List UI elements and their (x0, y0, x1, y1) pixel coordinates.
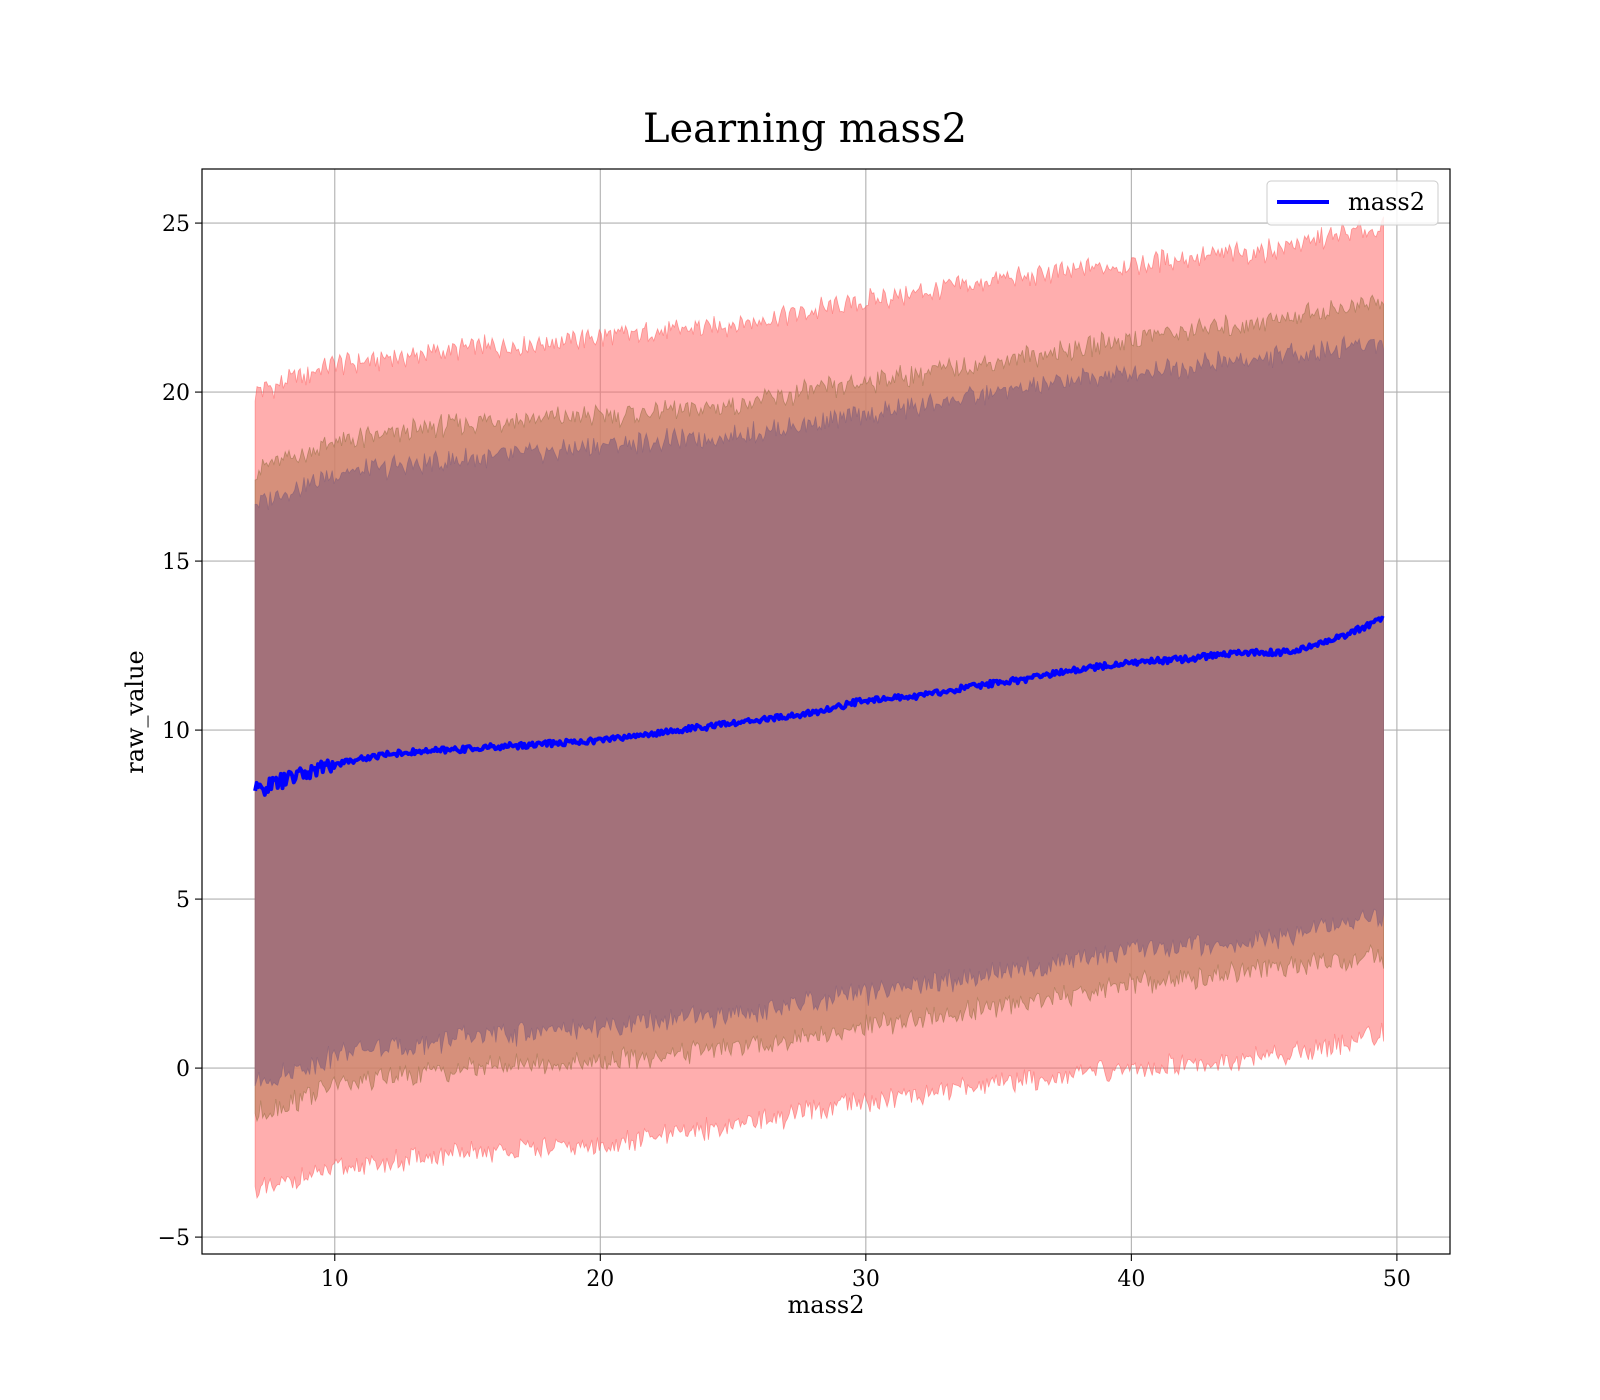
x-axis-title: mass2 (788, 1291, 865, 1319)
y-tick-label: 15 (162, 550, 190, 575)
legend: mass2 (1266, 180, 1439, 226)
legend-label: mass2 (1348, 188, 1425, 216)
plot-frame (201, 168, 1451, 1255)
y-tick-label: 10 (162, 719, 190, 744)
y-axis-ticks: −5 0 5 10 15 20 25 (158, 212, 202, 1251)
y-tick-label: 25 (162, 212, 190, 237)
band-layer (254, 216, 1384, 1200)
y-tick-label: 20 (162, 381, 190, 406)
x-tick-label: 20 (586, 1267, 614, 1292)
x-tick-label: 30 (852, 1267, 880, 1292)
x-tick-label: 10 (321, 1267, 349, 1292)
y-axis-title: raw_value (121, 650, 149, 774)
line-layer (253, 615, 1385, 797)
chart-title: Learning mass2 (643, 106, 967, 152)
y-tick-label: 0 (176, 1057, 190, 1082)
x-axis-ticks: 10 20 30 40 50 (321, 1254, 1411, 1292)
y-tick-label: −5 (158, 1226, 190, 1251)
y-tick-label: 5 (176, 888, 190, 913)
x-tick-label: 40 (1117, 1267, 1145, 1292)
x-tick-label: 50 (1383, 1267, 1411, 1292)
series-line-mass2 (253, 615, 1385, 797)
legend-box (1266, 180, 1439, 226)
